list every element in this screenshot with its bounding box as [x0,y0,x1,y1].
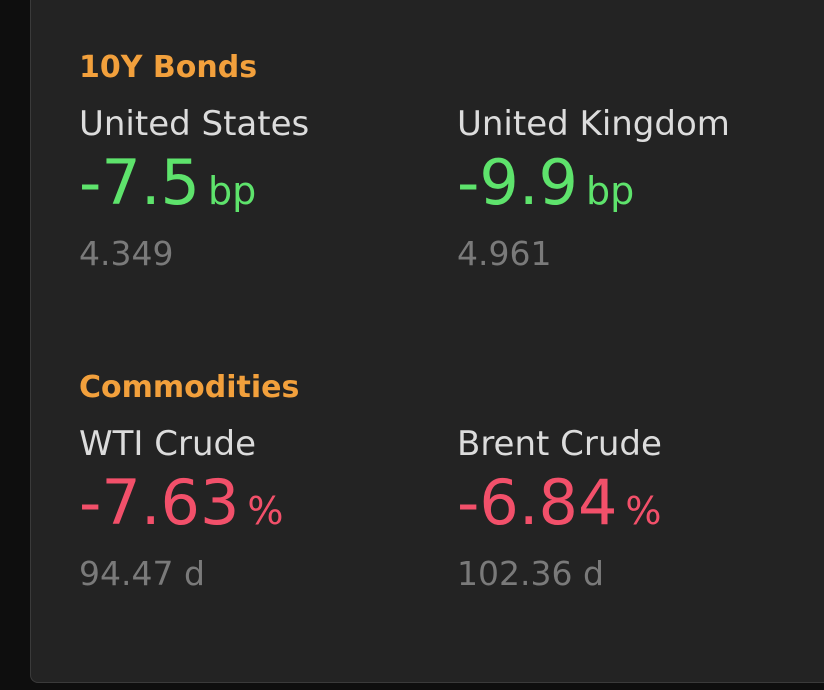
change-unit: bp [207,169,257,213]
change-value: -7.63 [79,466,240,539]
section-title: Commodities [79,370,300,405]
quote: Brent Crude -6.84% 102.36 d [457,424,824,594]
change-row: -6.84% [457,468,824,554]
change-value: -6.84 [457,466,618,539]
section-title: 10Y Bonds [79,50,258,85]
quote-name: Brent Crude [457,424,662,464]
change-unit: % [247,489,284,533]
section: 10Y Bonds United States -7.5 bp 4.349 United … [79,50,819,330]
quote: WTI Crude -7.63% 94.47 d [79,424,449,594]
quote-price: 102.36 d [457,554,604,593]
quote-name: United Kingdom [457,104,730,144]
quote-name: WTI Crude [79,424,256,464]
change-value: -9.9 [457,146,578,219]
quote: United States -7.5 bp 4.349 [79,104,449,274]
quote: United Kingdom -9.9 bp 4.961 [457,104,824,274]
panel: 10Y Bonds United States -7.5 bp 4.349 United … [30,0,824,683]
quote-price: 94.47 d [79,554,205,593]
change-value: -7.5 [79,146,200,219]
quote-price: 4.349 [79,234,174,273]
quote-name: United States [79,104,310,144]
change-unit: bp [585,169,635,213]
change-row: -7.5 bp [79,148,449,234]
change-row: -9.9 bp [457,148,824,234]
change-row: -7.63% [79,468,449,554]
change-unit: % [625,489,662,533]
quote-price: 4.961 [457,234,552,273]
section: Commodities WTI Crude -7.63% 94.47 d Brent C… [79,370,819,650]
